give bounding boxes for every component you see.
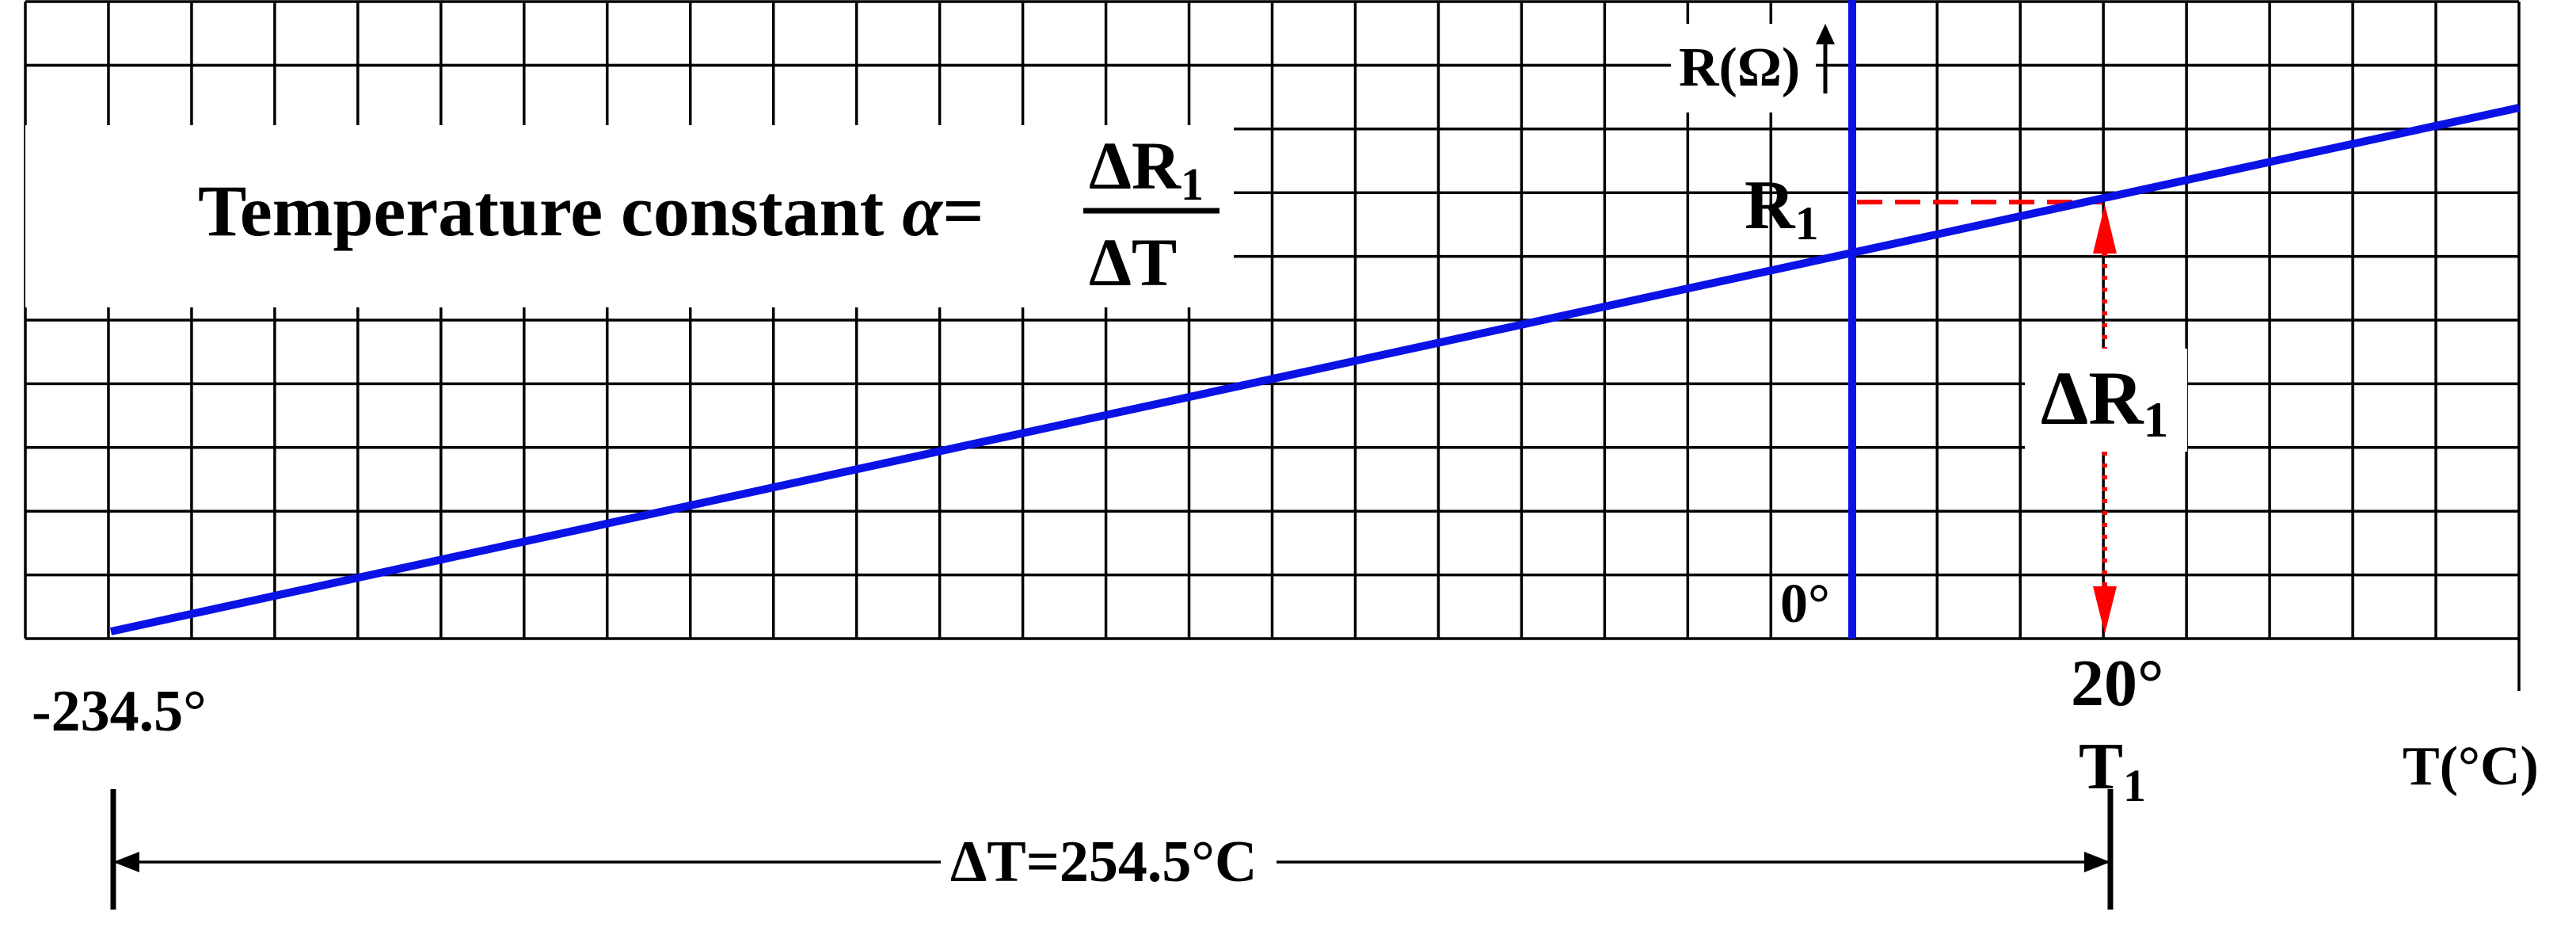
delta-r-box (2025, 349, 2187, 452)
t1-value-label: 20° (2071, 647, 2164, 720)
delta-r-down-arrow (2093, 586, 2117, 634)
origin-label: -234.5° (32, 679, 207, 744)
zero-label: 0° (1780, 574, 1830, 635)
delta-r-up-arrow (2093, 204, 2117, 254)
span-left-arrowhead (113, 852, 139, 872)
y-axis-label: R(Ω) (1679, 37, 1800, 98)
y-label-box (1671, 24, 1816, 113)
grid (24, 0, 2521, 691)
formula-numerator: ΔR1 (1089, 128, 1204, 210)
t1-label: T1 (2079, 730, 2146, 811)
span-right-arrowhead (2084, 852, 2110, 872)
formula-denominator: ΔT (1089, 224, 1177, 300)
resistance-line (109, 104, 2521, 635)
delta-r-indicator (2093, 204, 2117, 634)
r1-label: R1 (1745, 167, 1819, 250)
y-axis-arrowhead (1816, 24, 1835, 44)
delta-r-label: ΔR1 (2041, 356, 2169, 448)
x-axis-label: T(°C) (2403, 736, 2539, 797)
formula-box (25, 125, 1234, 307)
formula-text: Temperature constant α= (198, 170, 984, 251)
delta-t-label: ΔT=254.5°C (950, 830, 1257, 895)
